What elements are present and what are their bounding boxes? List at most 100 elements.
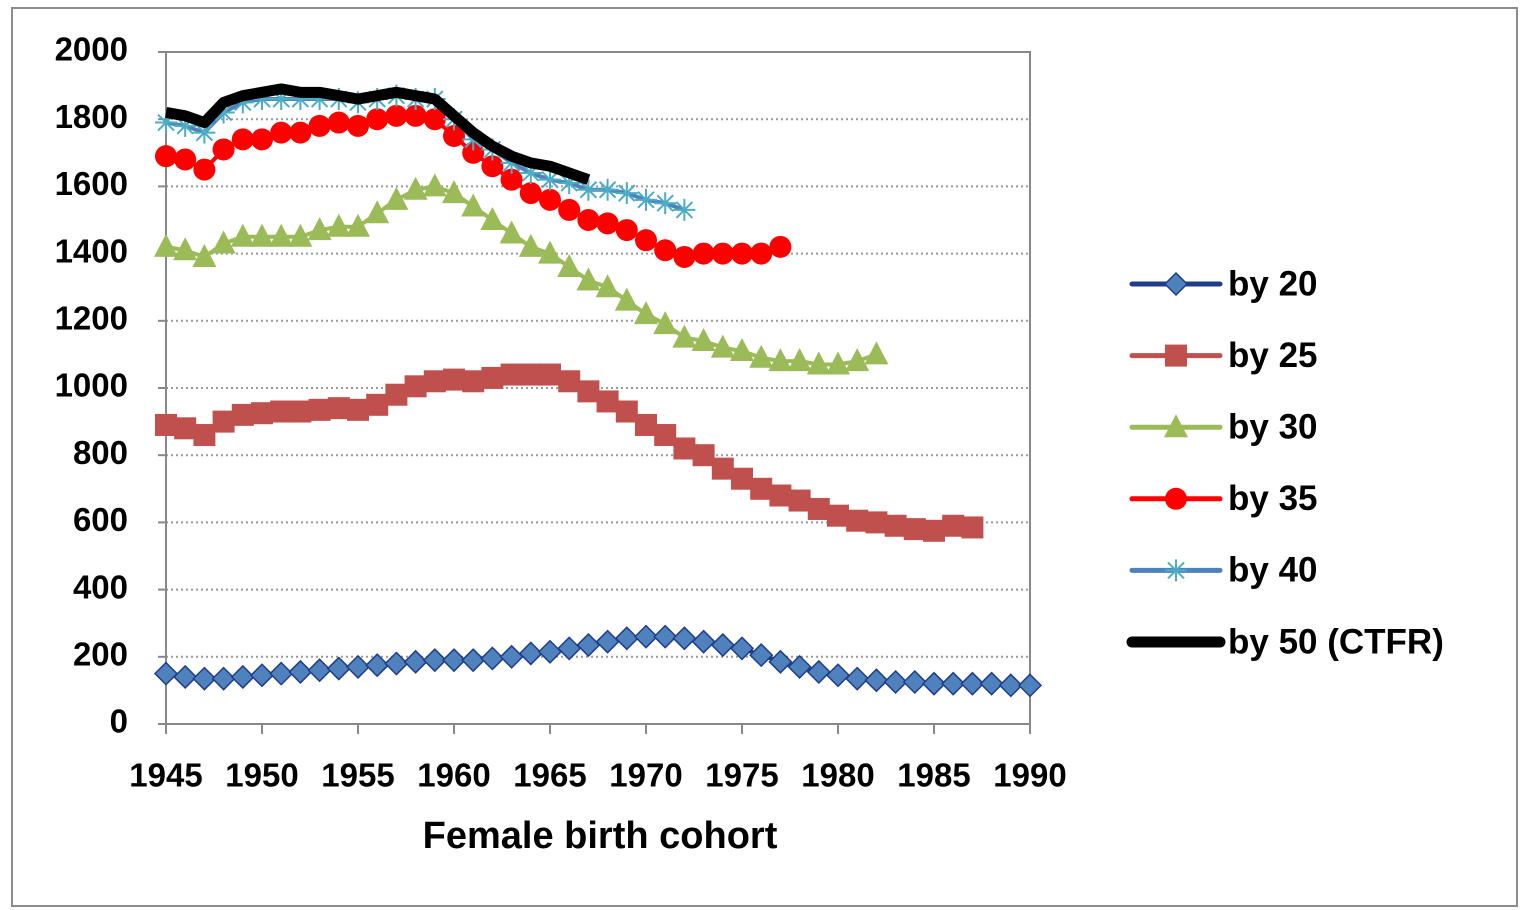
data-point	[270, 88, 293, 111]
data-point	[211, 230, 236, 254]
x-axis-label: Female birth cohort	[423, 815, 778, 857]
data-point	[750, 477, 773, 500]
data-point	[251, 128, 273, 151]
data-point	[731, 242, 753, 265]
data-point	[576, 267, 601, 291]
data-point	[942, 514, 965, 537]
data-point	[308, 114, 331, 137]
data-point	[749, 643, 774, 668]
legend-marker	[1165, 487, 1187, 510]
data-point	[635, 229, 657, 252]
x-tick-label: 1965	[513, 757, 586, 794]
data-point	[711, 242, 734, 265]
data-point	[231, 128, 254, 151]
data-point	[230, 664, 255, 690]
data-point	[633, 624, 659, 649]
data-point	[384, 186, 409, 210]
data-point	[441, 648, 467, 673]
data-point	[289, 400, 312, 423]
data-point	[750, 242, 773, 265]
data-point	[615, 400, 638, 423]
data-point	[806, 351, 831, 375]
data-point	[173, 237, 198, 261]
data-point	[673, 198, 696, 221]
data-point	[614, 626, 639, 651]
data-point	[327, 397, 350, 420]
data-point	[385, 383, 408, 406]
data-point	[672, 324, 697, 348]
data-point	[960, 671, 985, 696]
data-point	[577, 209, 600, 231]
data-point	[461, 648, 486, 673]
data-point	[153, 661, 179, 686]
data-point	[307, 658, 332, 683]
data-point	[787, 348, 812, 372]
x-tick-label: 1945	[129, 757, 202, 794]
y-tick-label: 1800	[55, 98, 128, 135]
data-point	[212, 138, 235, 161]
data-point	[826, 351, 850, 375]
data-point	[845, 666, 870, 691]
data-point	[673, 245, 696, 268]
data-point	[558, 370, 581, 393]
data-point	[192, 666, 217, 691]
data-point	[443, 368, 465, 391]
data-point	[595, 629, 620, 654]
data-point	[404, 375, 427, 398]
data-point	[558, 172, 581, 195]
data-point	[404, 104, 427, 127]
data-point	[923, 519, 945, 542]
data-point	[250, 223, 274, 247]
data-point	[1017, 673, 1043, 698]
data-point	[710, 334, 735, 358]
y-tick-label: 600	[73, 501, 128, 538]
data-point	[481, 155, 504, 178]
data-point	[154, 233, 178, 257]
data-point	[538, 240, 562, 264]
data-point	[212, 410, 235, 433]
data-point	[155, 413, 177, 436]
legend-label: by 30	[1228, 407, 1318, 446]
data-point	[596, 212, 619, 235]
data-point	[365, 653, 390, 678]
data-point	[174, 417, 197, 440]
data-point	[941, 671, 966, 696]
data-point	[173, 664, 198, 690]
data-point	[692, 242, 715, 265]
data-point	[865, 511, 888, 534]
data-point	[654, 239, 677, 262]
data-point	[577, 178, 600, 201]
data-point	[480, 646, 505, 671]
legend-marker	[1164, 414, 1188, 438]
data-point	[500, 168, 523, 191]
data-point	[769, 484, 792, 507]
data-point	[845, 348, 870, 372]
data-point	[557, 636, 582, 661]
data-point	[768, 348, 793, 372]
data-point	[308, 398, 331, 421]
data-point	[155, 111, 177, 134]
legend-marker	[1163, 271, 1189, 297]
data-point	[462, 128, 485, 151]
data-point	[462, 141, 485, 164]
data-point	[192, 243, 217, 267]
data-point	[269, 223, 294, 247]
data-point	[596, 178, 619, 201]
data-point	[481, 366, 504, 389]
data-point	[846, 509, 869, 532]
data-point	[653, 311, 678, 335]
data-point	[807, 497, 830, 520]
data-point	[251, 402, 273, 425]
data-point	[557, 254, 582, 278]
data-point	[500, 363, 523, 386]
x-tick-label: 1990	[993, 757, 1066, 794]
data-point	[251, 88, 273, 111]
data-point	[155, 145, 177, 168]
x-tick-label: 1985	[897, 757, 970, 794]
legend-label: by 20	[1228, 264, 1318, 303]
data-point	[346, 213, 370, 237]
data-point	[499, 220, 524, 244]
data-point	[366, 108, 389, 131]
data-point	[519, 363, 542, 386]
data-point	[327, 111, 350, 134]
